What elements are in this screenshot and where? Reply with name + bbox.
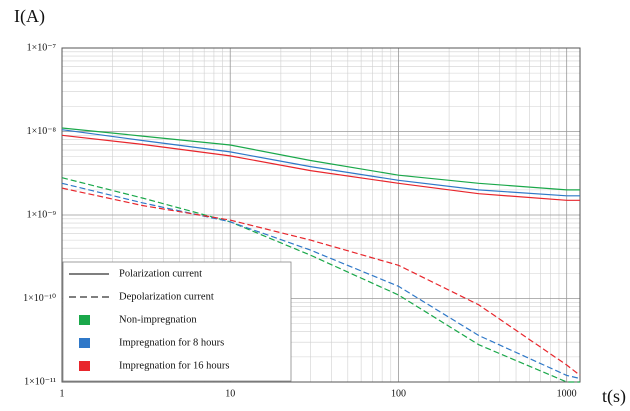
y-tick-label: 1×10⁻¹⁰ xyxy=(23,293,56,304)
y-tick-label: 1×10⁻¹¹ xyxy=(24,376,56,387)
series-line xyxy=(61,129,580,197)
x-tick-label: 10 xyxy=(225,388,235,399)
x-axis-label: t(s) xyxy=(602,386,626,407)
plot-frame xyxy=(61,47,581,383)
legend-label: Polarization current xyxy=(119,268,202,279)
x-tick-label: 100 xyxy=(391,388,406,399)
y-tick-label: 1×10⁻⁹ xyxy=(27,209,57,220)
legend-label: Non-impregnation xyxy=(119,314,197,325)
x-tick-label: 1000 xyxy=(557,388,577,399)
series-line xyxy=(61,182,581,380)
y-tick-label: 1×10⁻⁷ xyxy=(27,42,57,53)
legend-swatch xyxy=(79,315,90,325)
series-line xyxy=(61,177,580,383)
legend-box xyxy=(62,261,292,382)
series-line xyxy=(61,134,580,201)
legend-label: Depolarization current xyxy=(119,291,214,302)
legend-swatch xyxy=(79,338,90,348)
series-line xyxy=(61,187,581,376)
legend-swatch xyxy=(79,361,90,371)
y-tick-label: 1×10⁻⁸ xyxy=(27,126,57,137)
legend-label: Impregnation for 8 hours xyxy=(119,337,224,348)
legend-label: Impregnation for 16 hours xyxy=(119,360,230,371)
y-axis-label: I(A) xyxy=(14,6,45,27)
series-line xyxy=(61,127,580,191)
x-tick-label: 1 xyxy=(60,388,65,399)
